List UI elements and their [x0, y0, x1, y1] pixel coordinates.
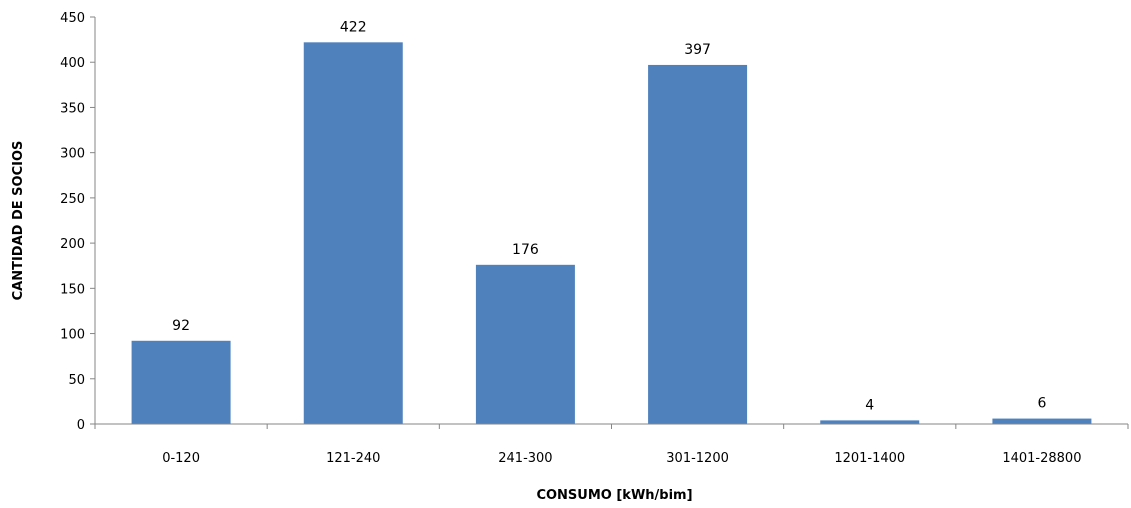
y-tick-label: 400 [60, 56, 85, 71]
bar-241-300 [475, 264, 575, 424]
data-label-301-1200: 397 [684, 42, 711, 58]
data-label-1201-1400: 4 [865, 397, 874, 413]
y-tick-label: 100 [60, 328, 85, 343]
bar-0-120 [131, 340, 231, 424]
y-tick-label: 0 [77, 418, 85, 433]
y-axis-ticks: 0 50 100 150 200 250 300 350 400 450 [60, 11, 95, 433]
x-tick-label-1201-1400: 1201-1400 [834, 451, 905, 466]
data-label-241-300: 176 [512, 242, 539, 258]
x-axis-title: CONSUMO [kWh/bim] [536, 488, 692, 503]
y-tick-label: 300 [60, 147, 85, 162]
x-tick-label-1401-28800: 1401-28800 [1002, 451, 1081, 466]
y-tick-label: 450 [60, 11, 85, 26]
y-tick-label: 50 [68, 373, 85, 388]
data-label-0-120: 92 [172, 318, 190, 334]
y-tick-label: 200 [60, 237, 85, 252]
x-tick-label-121-240: 121-240 [326, 451, 380, 466]
data-labels: 92 422 176 397 4 6 [172, 19, 1046, 413]
bar-121-240 [303, 42, 403, 425]
data-label-121-240: 422 [340, 19, 367, 35]
y-tick-label: 350 [60, 101, 85, 116]
x-tick-label-301-1200: 301-1200 [666, 451, 729, 466]
y-axis-title: CANTIDAD DE SOCIOS [11, 141, 26, 301]
bar-1201-1400 [820, 420, 920, 424]
x-tick-label-0-120: 0-120 [162, 451, 200, 466]
bar-1401-28800 [992, 418, 1092, 424]
y-tick-label: 250 [60, 192, 85, 207]
bar-301-1200 [648, 64, 748, 425]
bars [131, 42, 1092, 425]
x-axis-ticks: 0-120 121-240 241-300 301-1200 1201-1400 1401… [94, 424, 1129, 466]
y-tick-label: 150 [60, 282, 85, 297]
x-tick-label-241-300: 241-300 [498, 451, 552, 466]
data-label-1401-28800: 6 [1037, 396, 1046, 412]
